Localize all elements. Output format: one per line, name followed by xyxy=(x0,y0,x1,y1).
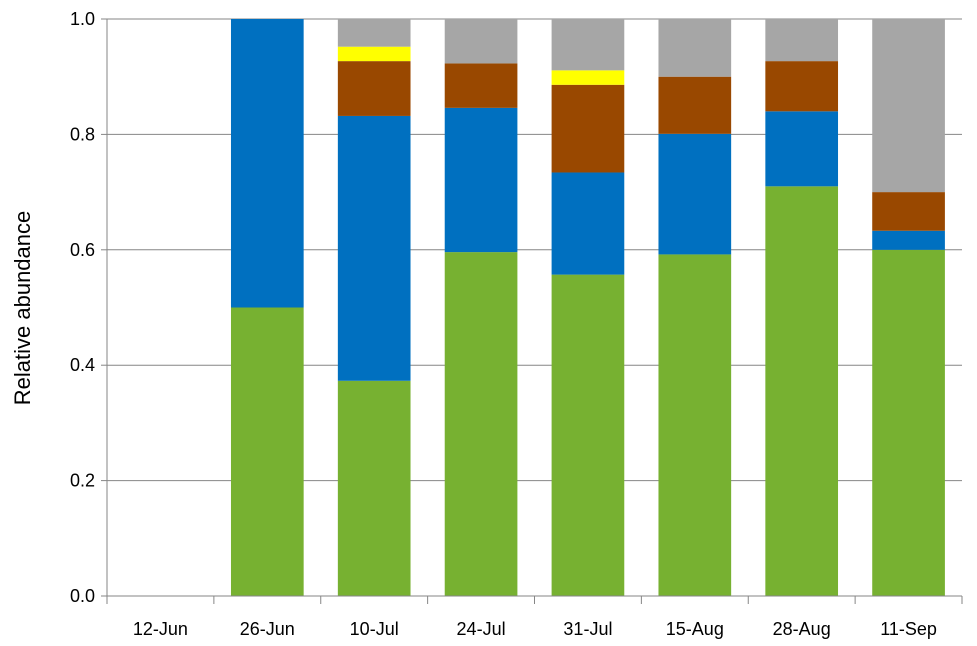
bar-segment xyxy=(658,133,732,255)
x-tick-label: 10-Jul xyxy=(350,619,399,639)
bar-segment xyxy=(444,107,518,253)
x-tick-label: 11-Sep xyxy=(880,619,937,639)
x-tick-label: 15-Aug xyxy=(666,619,724,639)
bar-segment xyxy=(765,19,839,62)
bar-segment xyxy=(444,19,518,64)
bar-segment xyxy=(872,192,945,231)
bar-segment xyxy=(337,115,411,381)
bar-segment xyxy=(765,61,839,112)
bar-segment xyxy=(551,19,625,71)
bar-segment xyxy=(551,84,625,173)
bar-segment xyxy=(551,172,625,275)
bar-segment xyxy=(337,46,411,62)
y-tick-label: 0.4 xyxy=(70,355,95,375)
bar-segment xyxy=(230,19,304,308)
bar-segment xyxy=(337,61,411,116)
bar-segment xyxy=(765,186,839,596)
axes: 0.0 0.2 0.4 0.6 0.8 1.0 12-Jun 26-Jun 10-Jul 24-J… xyxy=(70,9,963,639)
bar-segment xyxy=(551,70,625,85)
bar-segment xyxy=(872,230,945,250)
bar-segment xyxy=(230,307,304,596)
bar-segment xyxy=(658,19,732,77)
y-tick-label: 0.2 xyxy=(70,471,95,491)
bar-segment xyxy=(551,274,625,596)
bar-segment xyxy=(872,19,945,193)
bars xyxy=(230,19,945,597)
bar-segment xyxy=(444,63,518,108)
bar-segment xyxy=(337,19,411,47)
bar-segment xyxy=(444,252,518,596)
x-tick-label: 26-Jun xyxy=(240,619,295,639)
x-tick-label: 12-Jun xyxy=(133,619,188,639)
bar-segment xyxy=(765,111,839,187)
x-tick-label: 28-Aug xyxy=(773,619,831,639)
y-tick-label: 0.0 xyxy=(70,586,95,606)
bar-segment xyxy=(658,76,732,134)
y-axis-title: Relative abundance xyxy=(10,211,35,405)
x-tick-label: 31-Jul xyxy=(563,619,612,639)
bar-segment xyxy=(872,249,945,597)
x-tick-label: 24-Jul xyxy=(457,619,506,639)
bar-segment xyxy=(337,380,411,596)
y-tick-label: 0.6 xyxy=(70,240,95,260)
y-tick-label: 0.8 xyxy=(70,124,95,144)
y-tick-label: 1.0 xyxy=(70,9,95,29)
bar-segment xyxy=(658,254,732,596)
